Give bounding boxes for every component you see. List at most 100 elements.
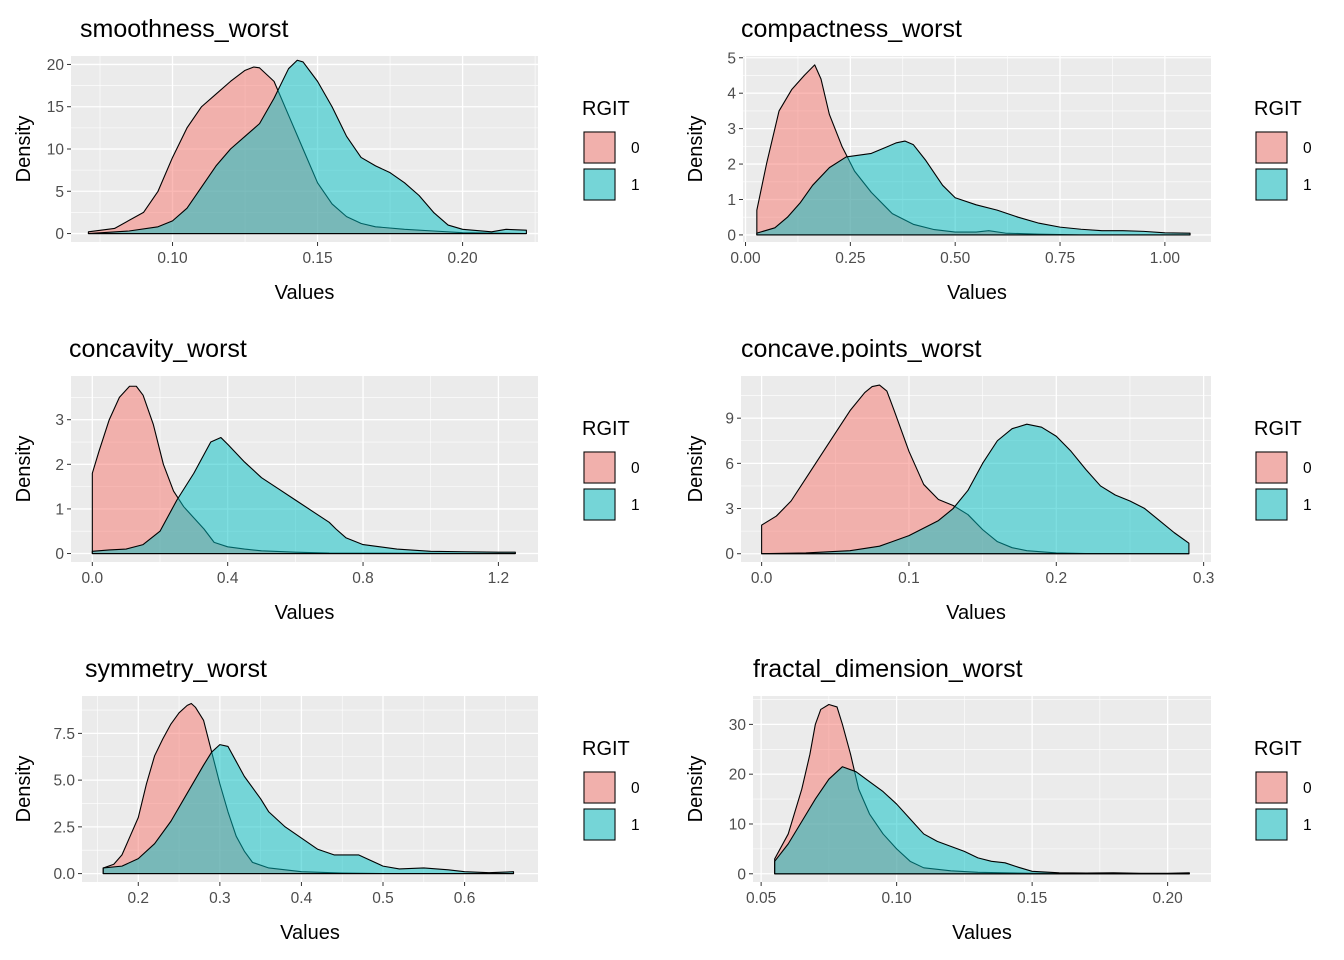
chart-title: smoothness_worst — [80, 15, 288, 43]
y-tick-label: 2.5 — [53, 819, 75, 836]
y-tick-label: 3 — [55, 412, 64, 429]
y-tick-label: 0 — [737, 866, 746, 883]
x-tick-label: 0.6 — [454, 890, 476, 907]
y-axis-title: Density — [13, 436, 35, 503]
chart-panel: 0.10 0.15 0.2005101520smoothness_worstValu… — [13, 15, 640, 304]
y-tick-label: 3 — [725, 501, 734, 518]
x-axis-title: Values — [952, 922, 1012, 944]
y-tick-label: 9 — [725, 411, 734, 428]
chart-panel: 0.0 0.1 0.2 0.3 0 3 6 9 concave.points_worst Valu… — [685, 335, 1312, 624]
legend-label: 0 — [631, 780, 640, 797]
y-tick-label: 3 — [727, 121, 736, 138]
density-area-group-1 — [761, 423, 1190, 555]
legend-swatch-1 — [1255, 168, 1288, 201]
legend-swatch-0 — [1255, 451, 1288, 484]
legend: RGIT 0 1 — [1254, 418, 1312, 521]
y-tick-label: 15 — [47, 99, 64, 116]
legend-label: 0 — [631, 140, 640, 157]
x-tick-label: 0.50 — [940, 250, 971, 267]
y-tick-label: 0.0 — [53, 866, 75, 883]
legend-swatch-0 — [1255, 771, 1288, 804]
x-tick-label: 1.00 — [1150, 250, 1181, 267]
legend-title: RGIT — [1254, 418, 1302, 440]
y-tick-label: 20 — [729, 767, 747, 784]
legend-label: 1 — [1303, 497, 1312, 514]
density-area-group-1 — [102, 744, 515, 875]
legend-swatch-0 — [583, 451, 616, 484]
y-tick-label: 2 — [727, 157, 736, 174]
x-axis-title: Values — [275, 602, 335, 624]
y-axis-title: Density — [685, 116, 707, 183]
x-tick-label: 0.2 — [1046, 570, 1068, 587]
x-tick-label: 0.3 — [1193, 570, 1215, 587]
y-axis-title: Density — [685, 436, 707, 503]
x-axis-title: Values — [280, 922, 340, 944]
x-tick-label: 0.1 — [898, 570, 920, 587]
legend-label: 1 — [631, 497, 640, 514]
x-tick-label: 0.4 — [291, 890, 313, 907]
chart-panel: 0.05 0.10 0.15 0.200102030fractal_dimension… — [685, 655, 1312, 944]
y-tick-label: 20 — [47, 57, 65, 74]
chart-panel: 0.00 0.25 0.50 0.75 1.00 0 1 2 3 4 5 compactness_wo… — [685, 15, 1312, 304]
chart-title: fractal_dimension_worst — [753, 655, 1023, 683]
legend: RGIT 0 1 — [582, 738, 640, 841]
y-tick-label: 0 — [55, 226, 64, 243]
y-tick-label: 6 — [725, 456, 734, 473]
x-tick-label: 0.20 — [1153, 890, 1184, 907]
y-axis-title: Density — [685, 756, 707, 823]
chart-title: symmetry_worst — [85, 655, 267, 683]
legend-title: RGIT — [582, 418, 630, 440]
legend-swatch-1 — [583, 808, 616, 841]
legend-label: 1 — [631, 817, 640, 834]
legend: RGIT 0 1 — [1254, 738, 1312, 841]
legend-swatch-1 — [1255, 808, 1288, 841]
x-axis-title: Values — [946, 602, 1006, 624]
chart-title: compactness_worst — [741, 15, 962, 43]
legend-swatch-0 — [583, 771, 616, 804]
x-tick-label: 0.15 — [302, 250, 332, 267]
x-tick-label: 0.20 — [447, 250, 478, 267]
legend-label: 0 — [631, 460, 640, 477]
legend-swatch-1 — [1255, 488, 1288, 521]
x-tick-label: 1.2 — [488, 570, 510, 587]
legend-label: 0 — [1303, 140, 1312, 157]
y-tick-label: 4 — [727, 86, 736, 103]
chart-panel: 0.0 0.4 0.8 1.2 0 1 2 3 concavity_worst Values Den… — [13, 335, 640, 624]
legend-label: 0 — [1303, 780, 1312, 797]
legend: RGIT 0 1 — [1254, 98, 1312, 201]
legend-swatch-0 — [583, 131, 616, 164]
y-tick-label: 1 — [727, 192, 736, 209]
density-area-group-1 — [91, 437, 516, 555]
legend-title: RGIT — [1254, 98, 1302, 120]
legend-swatch-0 — [1255, 131, 1288, 164]
x-tick-label: 0.2 — [128, 890, 150, 907]
x-tick-label: 0.3 — [209, 890, 231, 907]
y-axis-title: Density — [13, 756, 35, 823]
x-tick-label: 0.5 — [372, 890, 394, 907]
chart-title: concavity_worst — [69, 335, 247, 363]
x-tick-label: 0.4 — [217, 570, 239, 587]
density-area-group-1 — [774, 766, 1190, 875]
x-tick-label: 0.10 — [882, 890, 913, 907]
y-tick-label: 0 — [55, 546, 64, 563]
x-axis-title: Values — [275, 282, 335, 304]
legend-label: 0 — [1303, 460, 1312, 477]
legend-label: 1 — [1303, 817, 1312, 834]
legend-title: RGIT — [582, 98, 630, 120]
x-tick-label: 0.00 — [730, 250, 761, 267]
legend-label: 1 — [631, 177, 640, 194]
x-tick-label: 0.15 — [1017, 890, 1047, 907]
x-tick-label: 0.0 — [751, 570, 773, 587]
legend: RGIT 0 1 — [582, 98, 640, 201]
y-tick-label: 5 — [727, 50, 736, 67]
legend-label: 1 — [1303, 177, 1312, 194]
y-axis-title: Density — [13, 116, 35, 183]
x-tick-label: 0.8 — [352, 570, 374, 587]
y-tick-label: 2 — [55, 457, 64, 474]
x-axis-title: Values — [947, 282, 1007, 304]
y-tick-label: 5.0 — [53, 773, 75, 790]
x-tick-label: 0.0 — [82, 570, 104, 587]
chart-title: concave.points_worst — [741, 335, 981, 363]
y-tick-label: 1 — [55, 501, 64, 518]
